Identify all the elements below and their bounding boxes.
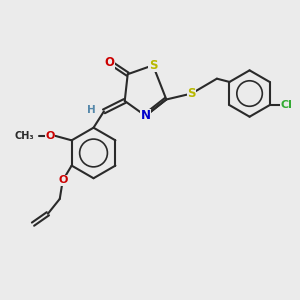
- Text: CH₃: CH₃: [14, 131, 34, 141]
- Text: O: O: [58, 176, 68, 185]
- Text: S: S: [149, 59, 157, 72]
- Text: Cl: Cl: [280, 100, 292, 110]
- Text: H: H: [87, 105, 96, 115]
- Text: S: S: [188, 87, 196, 100]
- Text: N: N: [140, 109, 151, 122]
- Text: O: O: [105, 56, 115, 69]
- Text: O: O: [45, 131, 55, 141]
